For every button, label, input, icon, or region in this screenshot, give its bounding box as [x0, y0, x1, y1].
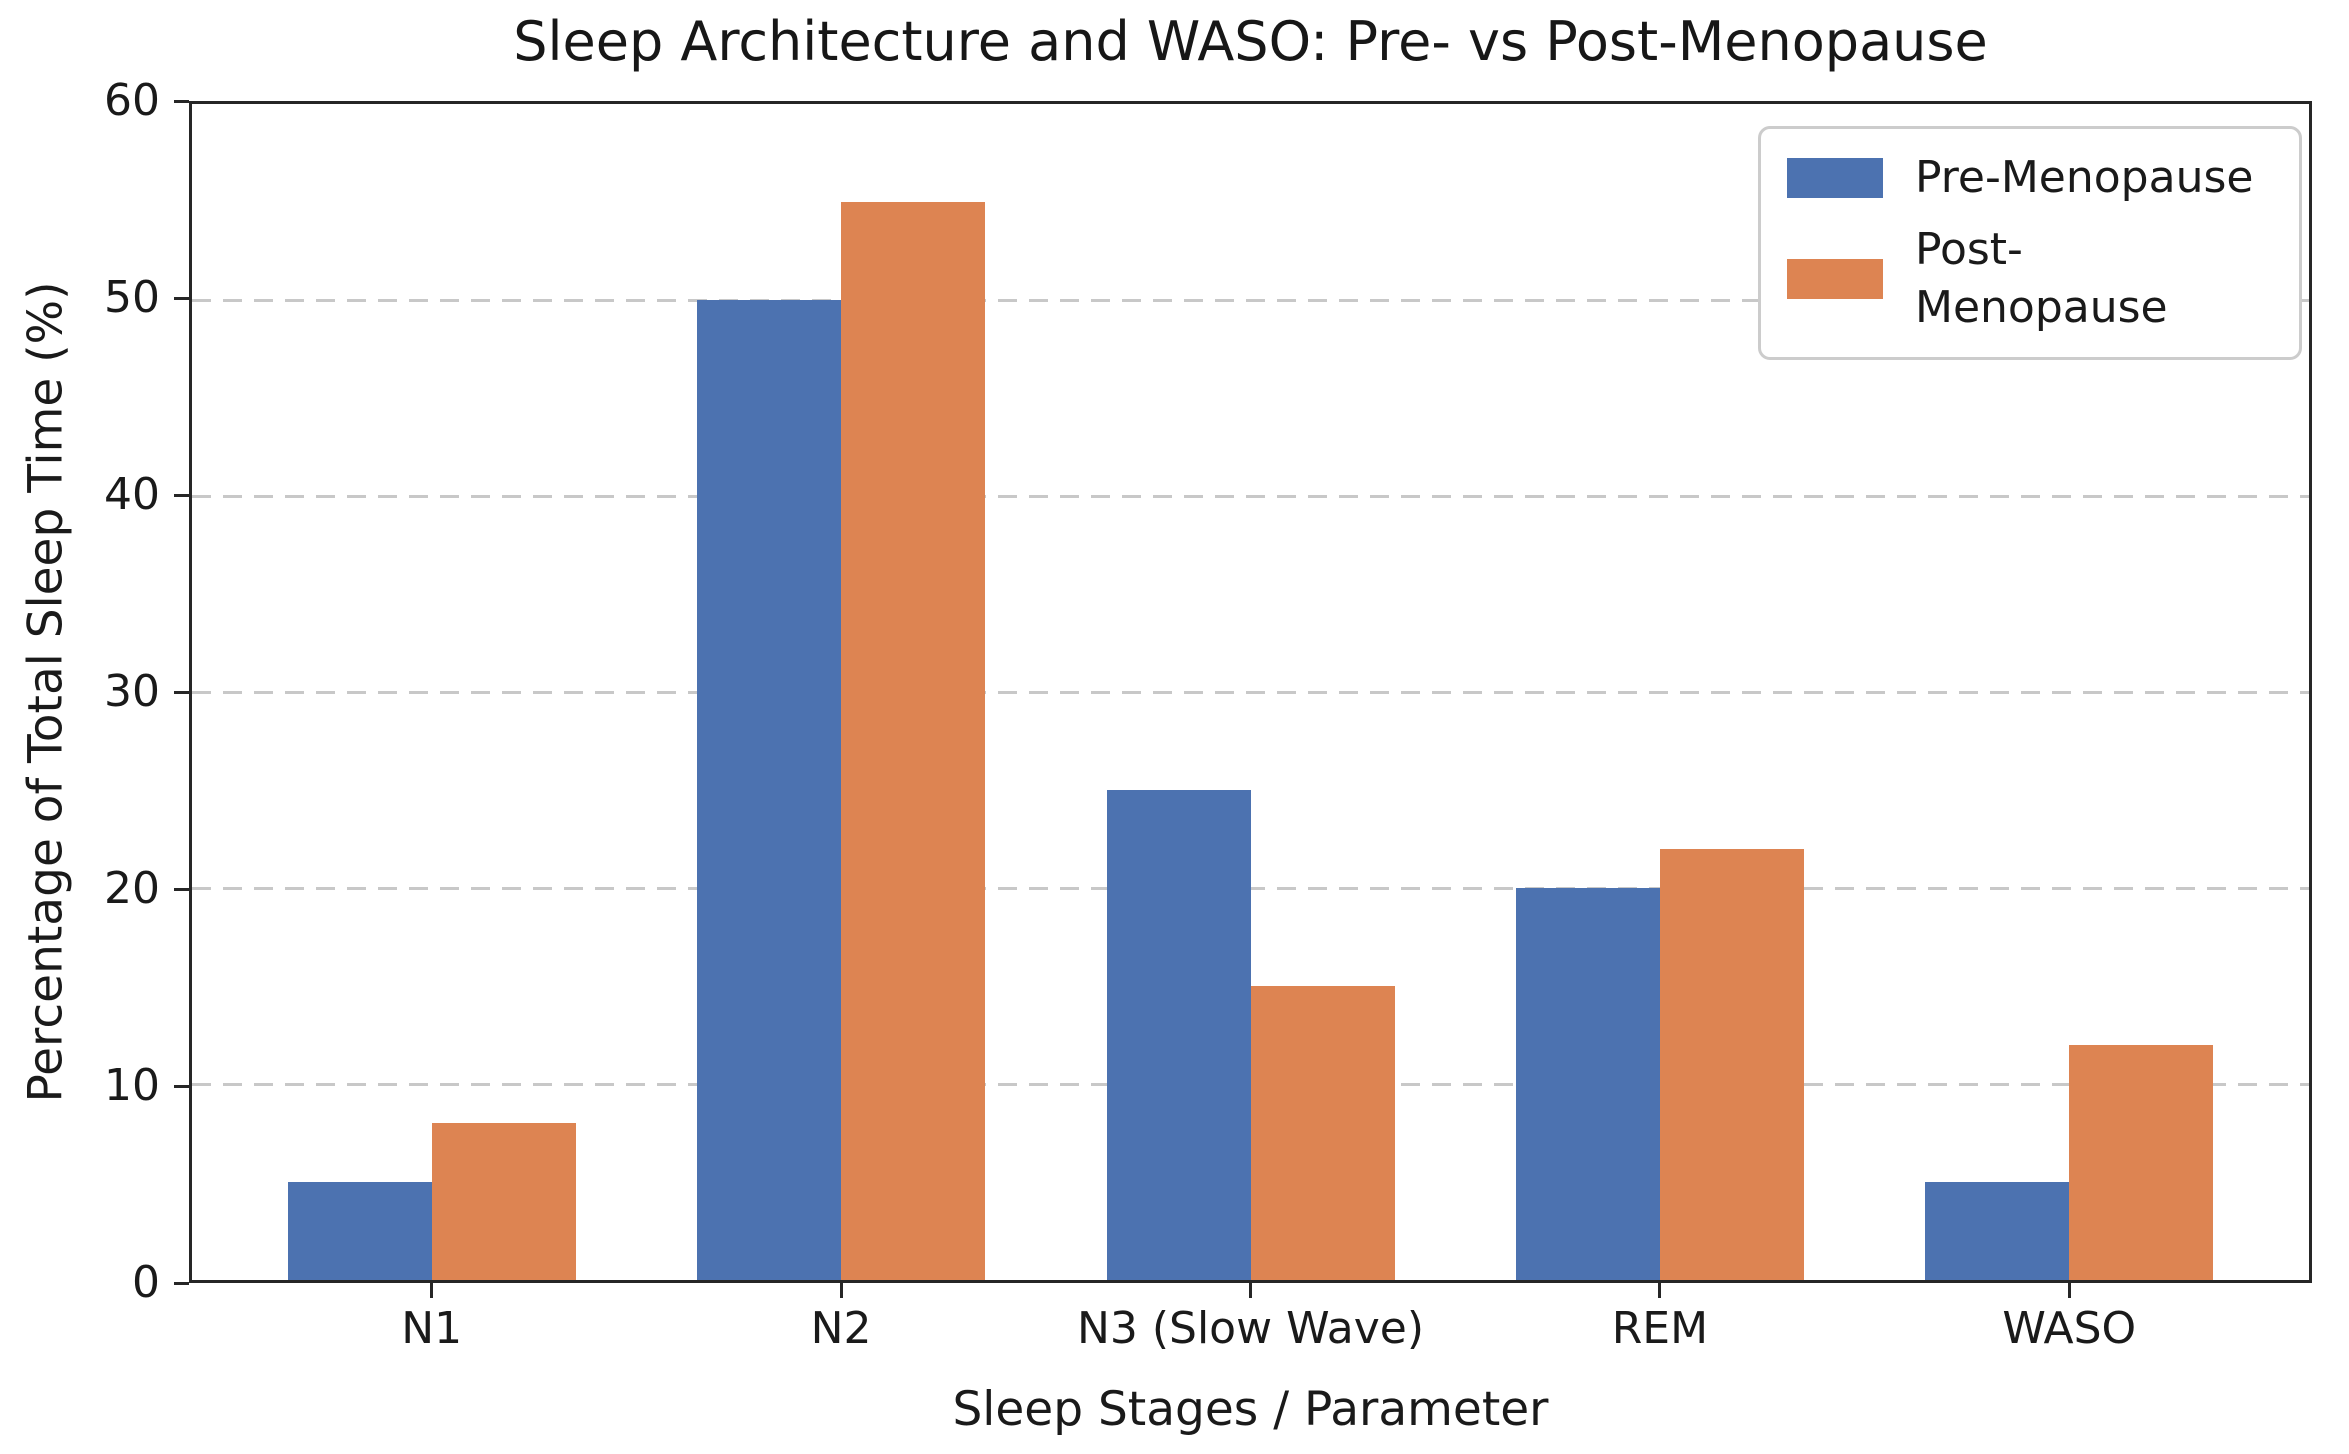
- x-tick-mark-1: [430, 1283, 434, 1298]
- y-tick-label-30: 30: [104, 666, 160, 717]
- bar-post-menopause-n1: [431, 1123, 576, 1280]
- x-tick-label-n1: N1: [401, 1303, 463, 1354]
- bar-post-menopause-n2: [841, 202, 986, 1280]
- y-tick-mark-60: [174, 99, 189, 103]
- y-tick-mark-30: [174, 690, 189, 694]
- bar-pre-menopause-rem: [1515, 888, 1660, 1280]
- x-tick-label-n2: N2: [810, 1303, 872, 1354]
- legend: Pre-Menopause Post-Menopause: [1758, 126, 2302, 360]
- x-tick-mark-2: [839, 1283, 843, 1298]
- y-tick-label-60: 60: [104, 75, 160, 126]
- legend-item-post-menopause: Post-Menopause: [1787, 221, 2273, 337]
- bar-post-menopause-rem: [1659, 848, 1804, 1280]
- bar-post-menopause-n3-slow-wave-: [1250, 986, 1395, 1280]
- bar-post-menopause-waso: [2069, 1044, 2214, 1280]
- y-tick-label-20: 20: [104, 863, 160, 914]
- y-tick-mark-10: [174, 1084, 189, 1088]
- x-tick-mark-3: [1249, 1283, 1252, 1298]
- legend-swatch-post-menopause: [1787, 259, 1883, 299]
- y-tick-label-10: 10: [104, 1060, 160, 1111]
- legend-label-pre-menopause: Pre-Menopause: [1915, 152, 2254, 203]
- bar-pre-menopause-n1: [287, 1182, 432, 1280]
- x-tick-label-n3-slow-wave-: N3 (Slow Wave): [1076, 1303, 1425, 1354]
- y-tick-mark-0: [174, 1281, 189, 1285]
- y-tick-mark-40: [174, 493, 189, 497]
- gridline-40: [192, 494, 2309, 498]
- x-axis-label: Sleep Stages / Parameter: [952, 1382, 1549, 1437]
- legend-item-pre-menopause: Pre-Menopause: [1787, 149, 2273, 207]
- y-tick-mark-20: [174, 887, 189, 891]
- gridline-50: [192, 298, 2309, 302]
- y-tick-mark-50: [174, 296, 189, 300]
- y-tick-label-0: 0: [132, 1257, 160, 1308]
- y-tick-label-40: 40: [104, 469, 160, 520]
- x-tick-label-rem: REM: [1611, 1303, 1709, 1354]
- bar-pre-menopause-n3-slow-wave-: [1106, 790, 1251, 1280]
- legend-swatch-pre-menopause: [1787, 158, 1883, 198]
- bar-group-rem: [1455, 104, 1864, 1280]
- bar-group-n3-slow-wave-: [1046, 104, 1455, 1280]
- x-tick-label-waso: WASO: [2002, 1303, 2137, 1354]
- bar-group-n2: [636, 104, 1045, 1280]
- legend-label-post-menopause: Post-Menopause: [1915, 224, 2168, 333]
- chart-title: Sleep Architecture and WASO: Pre- vs Pos…: [513, 10, 1988, 73]
- gridline-30: [192, 691, 2309, 694]
- x-tick-mark-5: [2067, 1283, 2071, 1298]
- y-tick-label-50: 50: [104, 272, 160, 323]
- bar-group-waso: [1865, 104, 2274, 1280]
- bar-pre-menopause-waso: [1925, 1182, 2070, 1280]
- bar-pre-menopause-n2: [697, 300, 842, 1280]
- x-tick-mark-4: [1658, 1283, 1662, 1298]
- bar-groups: [227, 104, 2274, 1280]
- bar-group-n1: [227, 104, 636, 1280]
